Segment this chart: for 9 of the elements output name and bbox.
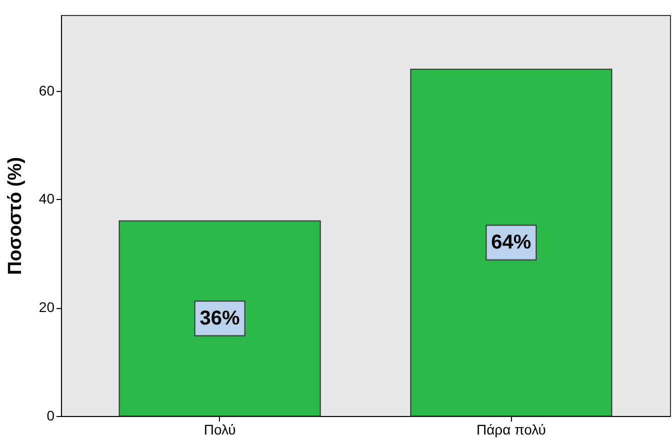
y-tick-label: 0 [46, 408, 55, 424]
data-label: 36% [200, 307, 240, 330]
data-label: 64% [491, 232, 532, 254]
y-tick-label: 40 [38, 190, 55, 207]
x-tick-label: Πολύ [204, 422, 236, 438]
y-axis-title: Ποσοστό (%) [4, 157, 26, 275]
y-tick-label: 60 [38, 82, 55, 98]
x-tick-label: Πάρα πολύ [476, 422, 546, 438]
y-tick-label: 20 [38, 299, 55, 316]
